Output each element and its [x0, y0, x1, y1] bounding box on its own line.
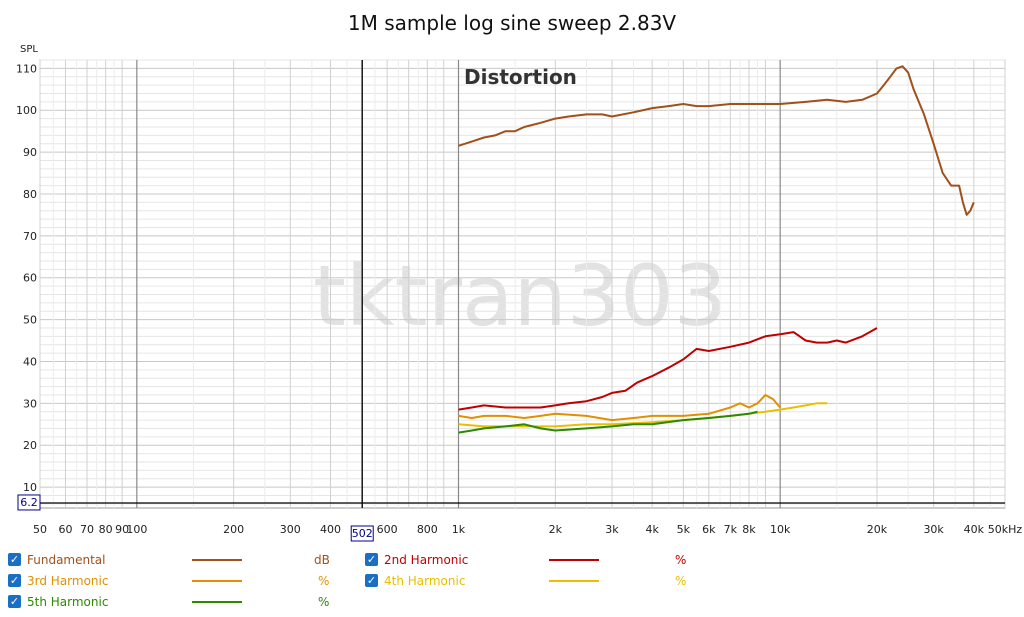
y-tick-label: 40 — [23, 355, 37, 368]
y-tick-labels: 10 20 30 40 50 60 70 80 90 100 110 — [16, 62, 37, 494]
x-tick-label: 30k — [923, 523, 944, 536]
x-tick-label: 1k — [452, 523, 466, 536]
x-tick-label: 300 — [280, 523, 301, 536]
x-tick-label: 3k — [605, 523, 619, 536]
watermark: tktran303 — [313, 247, 727, 345]
legend-unit: % — [318, 574, 330, 588]
x-tick-label: 60 — [58, 523, 72, 536]
chart-title: 1M sample log sine sweep 2.83V — [348, 11, 677, 35]
legend-unit: % — [318, 595, 330, 609]
legend-item-fundamental[interactable]: ✓ Fundamental dB — [8, 552, 338, 568]
cursor[interactable]: 502 6.2 — [17, 60, 1005, 542]
legend-item-3rd-harmonic[interactable]: ✓ 3rd Harmonic% — [8, 573, 338, 589]
x-tick-label: 20k — [867, 523, 888, 536]
legend-unit: % — [675, 574, 687, 588]
legend-swatch — [549, 580, 599, 582]
x-tick-label: 80 — [99, 523, 113, 536]
x-tick-label: 100 — [126, 523, 147, 536]
legend-label: 3rd Harmonic — [27, 574, 109, 588]
grid — [39, 59, 1006, 509]
legend-label: 5th Harmonic — [27, 595, 109, 609]
y-tick-label: 60 — [23, 272, 37, 285]
legend-checkbox-fundamental[interactable]: ✓ — [8, 553, 21, 566]
y-tick-label: 50 — [23, 314, 37, 327]
x-tick-label: 5k — [677, 523, 691, 536]
x-tick-label: 6k — [702, 523, 716, 536]
legend-swatch — [192, 580, 242, 582]
legend-checkbox-5th-harmonic[interactable]: ✓ — [8, 595, 21, 608]
x-tick-label: 7k — [724, 523, 738, 536]
legend-label: 4th Harmonic — [384, 574, 466, 588]
x-tick-label: 10k — [770, 523, 791, 536]
y-tick-label: 20 — [23, 439, 37, 452]
legend-unit: dB — [314, 553, 330, 567]
x-tick-label: 200 — [223, 523, 244, 536]
y-tick-label: 110 — [16, 62, 37, 75]
x-tick-label: 2k — [549, 523, 563, 536]
series-line-5th-harmonic — [458, 410, 758, 434]
series-line-fundamental — [458, 65, 975, 216]
cursor-y-label: 6.2 — [20, 496, 38, 509]
y-tick-label: 10 — [23, 481, 37, 494]
series-line-2nd-harmonic — [458, 327, 878, 411]
legend-unit: % — [675, 553, 687, 567]
distortion-annotation: Distortion — [464, 65, 577, 89]
y-tick-label: 30 — [23, 397, 37, 410]
x-tick-label: 50kHz — [988, 523, 1023, 536]
cursor-y-box — [17, 494, 41, 511]
legend-label: Fundamental — [27, 553, 106, 567]
x-tick-label: 8k — [742, 523, 756, 536]
x-tick-label: 40k — [964, 523, 985, 536]
legend-checkbox-2nd-harmonic[interactable]: ✓ — [365, 553, 378, 566]
x-tick-label: 600 — [377, 523, 398, 536]
legend-item-2nd-harmonic[interactable]: ✓ 2nd Harmonic% — [365, 552, 695, 568]
legend-item-5th-harmonic[interactable]: ✓ 5th Harmonic% — [8, 594, 338, 610]
x-tick-label: 4k — [645, 523, 659, 536]
x-tick-label: 90 — [115, 523, 129, 536]
series-lines — [458, 65, 975, 434]
legend-checkbox-3rd-harmonic[interactable]: ✓ — [8, 574, 21, 587]
legend-checkbox-4th-harmonic[interactable]: ✓ — [365, 574, 378, 587]
x-tick-label: 70 — [80, 523, 94, 536]
cursor-x-label: 502 — [352, 527, 373, 540]
cursor-x-box — [350, 525, 374, 542]
legend-swatch — [549, 559, 599, 561]
legend-swatch — [192, 601, 242, 603]
y-axis-label: SPL — [20, 44, 38, 55]
y-tick-label: 70 — [23, 230, 37, 243]
legend-label: 2nd Harmonic — [384, 553, 469, 567]
legend-swatch — [192, 559, 242, 561]
legend-item-4th-harmonic[interactable]: ✓ 4th Harmonic% — [365, 573, 695, 589]
x-tick-label: 400 — [320, 523, 341, 536]
x-tick-label: 800 — [417, 523, 438, 536]
y-tick-label: 100 — [16, 104, 37, 117]
y-tick-label: 90 — [23, 146, 37, 159]
y-tick-label: 80 — [23, 188, 37, 201]
x-tick-label: 50 — [33, 523, 47, 536]
series-line-3rd-harmonic — [458, 394, 781, 422]
